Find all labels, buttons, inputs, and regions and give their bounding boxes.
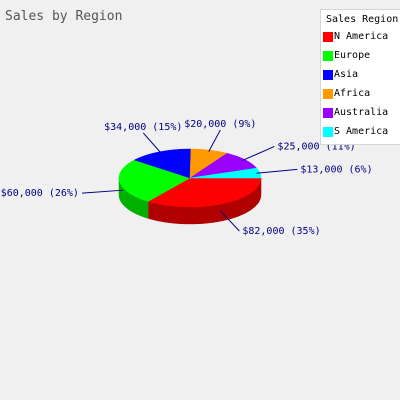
- legend-swatch: [323, 127, 333, 137]
- chart-title: Sales by Region: [5, 9, 123, 24]
- legend-swatch: [323, 51, 333, 61]
- pie-slice-europe: [118, 159, 191, 202]
- legend-label: S America: [334, 126, 389, 137]
- legend-label: Africa: [334, 88, 371, 99]
- pie-slice-n-america: [147, 177, 262, 208]
- data-label-asia: $34,000 (15%): [104, 122, 182, 133]
- legend-swatch: [323, 70, 333, 80]
- legend-label: Asia: [334, 69, 359, 80]
- legend-label: Europe: [334, 50, 371, 61]
- data-label-europe: $60,000 (26%): [1, 188, 79, 199]
- label-leader-australia: [242, 145, 275, 162]
- legend-title: Sales Region: [326, 14, 399, 25]
- data-label-s-america: $13,000 (6%): [300, 164, 372, 175]
- legend-swatch: [323, 89, 333, 99]
- legend: Sales Region N America Europe Asia Afric…: [320, 9, 400, 145]
- legend-label: N America: [334, 31, 389, 42]
- label-leader-asia: [142, 132, 162, 154]
- legend-swatch: [323, 32, 333, 42]
- data-label-n-america: $82,000 (35%): [242, 226, 320, 237]
- legend-label: Australia: [334, 107, 389, 118]
- legend-swatch: [323, 108, 333, 118]
- label-leader-europe: [81, 189, 124, 194]
- data-label-australia: $25,000 (11%): [277, 141, 355, 152]
- label-leader-africa: [208, 129, 221, 152]
- label-leader-s-america: [256, 168, 298, 174]
- label-leader-n-america: [220, 210, 240, 232]
- data-label-africa: $20,000 (9%): [184, 119, 256, 130]
